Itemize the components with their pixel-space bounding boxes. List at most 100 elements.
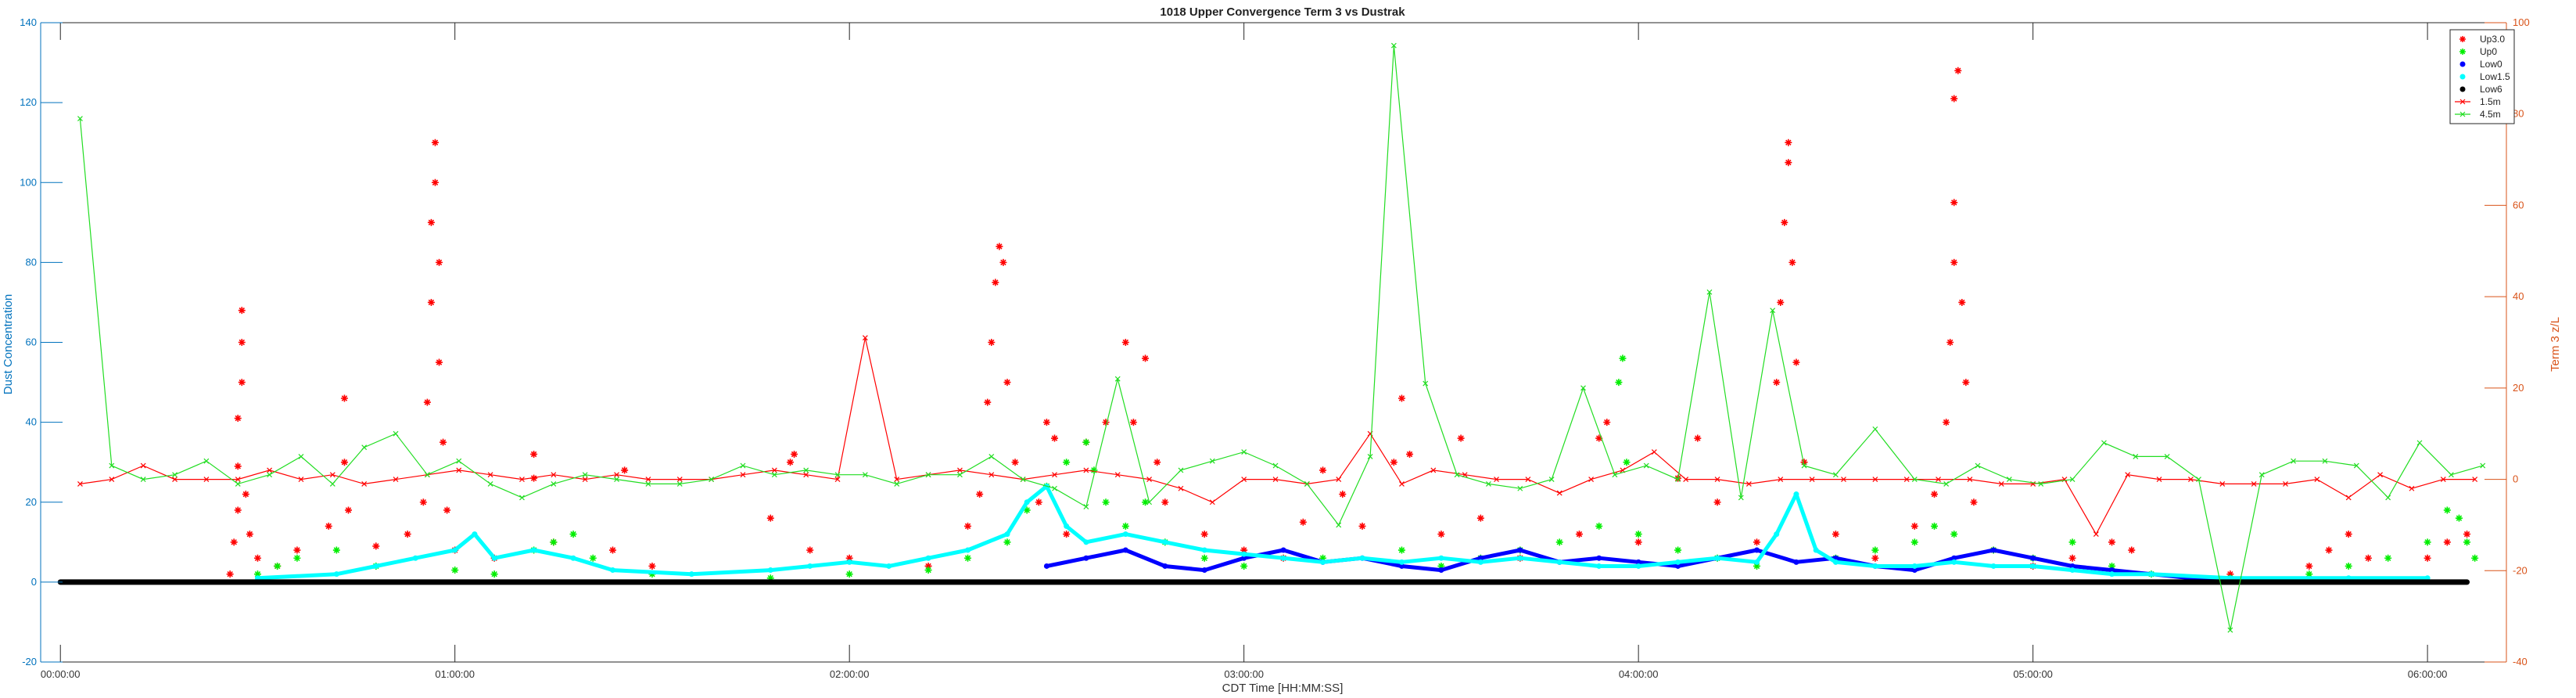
data-point — [645, 477, 651, 482]
data-point — [1320, 559, 1326, 565]
data-point — [2219, 480, 2226, 487]
data-point — [1272, 462, 1279, 469]
data-point — [550, 538, 558, 546]
data-point — [1146, 477, 1153, 482]
legend-item-low0: Low0 — [2459, 59, 2502, 70]
data-point — [1706, 289, 1713, 295]
legend-marker — [2459, 99, 2466, 105]
data-point — [1841, 477, 1846, 482]
y-tick-label-right: 0 — [2513, 473, 2518, 485]
data-point — [1454, 472, 1460, 478]
data-point — [2463, 538, 2471, 546]
data-point — [2353, 462, 2359, 469]
data-point — [423, 398, 431, 406]
data-point — [1437, 531, 1445, 538]
data-point — [1745, 480, 1752, 487]
data-point — [1083, 555, 1089, 561]
data-point — [325, 522, 332, 530]
data-point — [2443, 506, 2451, 514]
data-point — [1612, 472, 1618, 478]
data-point — [439, 438, 447, 446]
data-point — [2251, 480, 2257, 487]
data-point — [490, 570, 498, 578]
data-point — [1580, 385, 1586, 391]
data-point — [424, 472, 430, 478]
data-point — [1359, 555, 1365, 561]
data-point — [1304, 480, 1310, 487]
data-point — [1675, 563, 1681, 569]
data-point — [1793, 559, 1799, 565]
data-point — [1774, 531, 1780, 538]
plot-background — [41, 23, 2506, 662]
data-point — [1430, 467, 1437, 473]
data-point — [999, 258, 1007, 266]
data-point — [1970, 498, 1978, 506]
data-point — [491, 555, 497, 561]
data-point — [2030, 555, 2036, 561]
x-tick-label: 06:00:00 — [2408, 668, 2448, 680]
data-point — [140, 477, 146, 482]
legend-label: Low6 — [2480, 84, 2502, 95]
data-point — [862, 472, 868, 478]
data-point — [436, 358, 443, 366]
data-point — [1785, 159, 1792, 167]
y-tick-label-left: 120 — [20, 96, 37, 108]
data-point — [1083, 504, 1089, 510]
data-point — [1619, 354, 1627, 362]
data-point — [109, 462, 115, 469]
data-point — [242, 491, 249, 498]
data-point — [709, 477, 715, 482]
data-point — [2472, 477, 2478, 482]
data-point — [1872, 477, 1878, 482]
data-point — [1153, 459, 1161, 466]
data-point — [431, 139, 439, 146]
y-tick-label-right: 20 — [2513, 382, 2524, 394]
data-point — [1951, 559, 1957, 565]
legend-item-1-5m: 1.5m — [2455, 96, 2501, 107]
data-point — [2258, 472, 2265, 478]
y-tick-label-left: 0 — [31, 576, 37, 588]
data-point — [608, 546, 616, 554]
data-point — [1714, 555, 1720, 561]
data-point — [1011, 459, 1019, 466]
data-point — [1161, 498, 1169, 506]
data-point — [267, 467, 273, 473]
data-point — [1178, 485, 1184, 491]
x-tick-label: 02:00:00 — [830, 668, 870, 680]
data-point — [1943, 419, 1950, 426]
y-tick-label-left: 80 — [26, 256, 37, 268]
data-point — [1102, 498, 1110, 506]
data-point — [1390, 459, 1397, 466]
data-point — [1209, 499, 1215, 506]
chart-title: 1018 Upper Convergence Term 3 vs Dustrak — [1160, 5, 1405, 19]
data-point — [1943, 480, 1950, 487]
data-point — [2226, 570, 2234, 578]
data-point — [1423, 380, 1429, 387]
data-point — [1990, 563, 1997, 569]
data-point — [1911, 477, 1918, 482]
data-point — [1675, 477, 1681, 482]
data-point — [846, 559, 852, 565]
data-point — [1024, 499, 1030, 506]
data-point — [2006, 477, 2012, 482]
data-point — [1950, 95, 1958, 103]
data-point — [1596, 555, 1602, 561]
data-point — [172, 472, 178, 478]
data-point — [2463, 531, 2471, 538]
data-point — [1146, 499, 1153, 506]
data-point — [361, 480, 368, 487]
data-point — [344, 506, 352, 514]
data-point — [988, 453, 995, 459]
data-point — [766, 574, 774, 582]
data-point — [1777, 298, 1785, 306]
data-point — [2385, 495, 2391, 501]
data-point — [2448, 472, 2454, 478]
data-point — [2109, 567, 2115, 574]
data-point — [293, 546, 301, 554]
data-point — [1319, 554, 1327, 562]
data-point — [1358, 522, 1366, 530]
data-point — [614, 472, 619, 478]
data-point — [1809, 477, 1815, 482]
data-point — [1588, 477, 1595, 482]
data-point — [77, 480, 83, 487]
